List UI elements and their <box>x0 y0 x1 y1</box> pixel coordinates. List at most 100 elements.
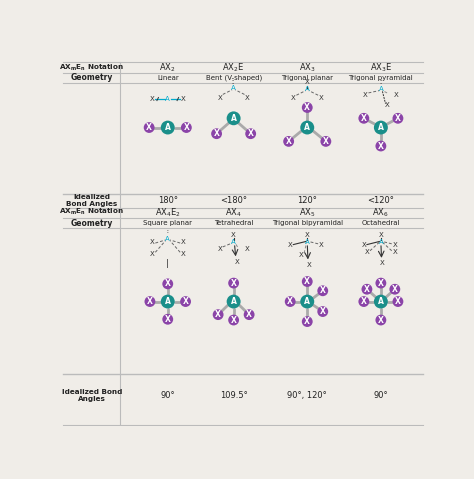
Text: X: X <box>394 92 399 98</box>
Circle shape <box>392 296 403 307</box>
Text: X: X <box>165 279 171 288</box>
Text: AX$_3$: AX$_3$ <box>299 61 316 74</box>
Text: X: X <box>248 129 254 138</box>
Circle shape <box>358 296 369 307</box>
Text: AX$_2$E: AX$_2$E <box>222 61 245 74</box>
Text: X: X <box>291 95 296 101</box>
Circle shape <box>302 316 313 327</box>
Text: A: A <box>305 86 310 92</box>
Text: AX$_3$E: AX$_3$E <box>370 61 392 74</box>
Text: <180°: <180° <box>220 196 247 205</box>
Text: X: X <box>150 96 155 102</box>
Text: Octahedral: Octahedral <box>362 220 400 226</box>
Text: X: X <box>378 279 384 287</box>
Text: AX$_5$: AX$_5$ <box>299 206 316 218</box>
Text: A: A <box>231 85 236 91</box>
Text: Geometry: Geometry <box>71 73 113 82</box>
Text: A: A <box>304 123 310 132</box>
Text: X: X <box>319 95 324 101</box>
Text: X: X <box>217 246 222 252</box>
Text: X: X <box>231 279 237 287</box>
Text: X: X <box>304 317 310 326</box>
Text: X: X <box>378 141 384 150</box>
Text: AX$_6$: AX$_6$ <box>373 206 389 218</box>
Circle shape <box>245 128 256 139</box>
Text: X: X <box>245 246 250 252</box>
Text: <120°: <120° <box>367 196 394 205</box>
Text: ∶: ∶ <box>232 78 234 87</box>
Text: X: X <box>217 94 222 101</box>
Text: ∶: ∶ <box>167 229 169 235</box>
Text: A: A <box>231 239 236 244</box>
Text: $\mathbf{AX_mE_n}$ Notation: $\mathbf{AX_mE_n}$ Notation <box>59 62 124 73</box>
Text: X: X <box>245 94 250 101</box>
Text: ∶: ∶ <box>379 78 381 87</box>
Circle shape <box>375 141 386 151</box>
Text: |: | <box>166 259 169 268</box>
Circle shape <box>211 128 222 139</box>
Text: A: A <box>379 239 383 244</box>
Text: X: X <box>379 232 383 239</box>
Text: X: X <box>231 316 237 325</box>
Circle shape <box>283 136 294 147</box>
Text: 180°: 180° <box>158 196 178 205</box>
Text: X: X <box>320 307 326 316</box>
Text: A: A <box>379 86 383 92</box>
Text: A: A <box>304 297 310 306</box>
Text: 90°, 120°: 90°, 120° <box>287 391 327 400</box>
Circle shape <box>302 276 313 287</box>
Text: X: X <box>231 232 236 239</box>
Text: X: X <box>364 285 370 294</box>
Text: X: X <box>214 129 219 138</box>
Text: X: X <box>320 286 326 295</box>
Circle shape <box>392 113 403 124</box>
Circle shape <box>228 278 239 288</box>
Text: X: X <box>288 241 292 248</box>
Text: X: X <box>147 297 153 306</box>
Circle shape <box>227 112 241 125</box>
Text: X: X <box>395 114 401 123</box>
Text: A: A <box>165 297 171 306</box>
Text: Trigonal planar: Trigonal planar <box>281 75 333 80</box>
Text: Square planar: Square planar <box>143 220 192 226</box>
Text: A: A <box>378 123 384 132</box>
Circle shape <box>181 122 192 133</box>
Text: X: X <box>305 232 310 239</box>
Text: A: A <box>231 297 237 306</box>
Circle shape <box>162 314 173 325</box>
Text: X: X <box>392 285 398 294</box>
Circle shape <box>317 306 328 317</box>
Text: AX$_4$E$_2$: AX$_4$E$_2$ <box>155 206 181 218</box>
Text: X: X <box>361 297 367 306</box>
Text: A: A <box>231 114 237 123</box>
Text: X: X <box>181 239 186 244</box>
Circle shape <box>374 295 388 308</box>
Circle shape <box>213 309 224 320</box>
Text: X: X <box>385 102 390 108</box>
Text: 109.5°: 109.5° <box>220 391 247 400</box>
Text: 90°: 90° <box>160 391 175 400</box>
Circle shape <box>285 296 296 307</box>
Text: Trigonal bipyramidal: Trigonal bipyramidal <box>272 220 343 226</box>
Text: 120°: 120° <box>297 196 317 205</box>
Circle shape <box>161 295 175 308</box>
Text: Idealized Bond
Angles: Idealized Bond Angles <box>62 389 122 402</box>
Text: $\mathbf{AX_mE_n}$ Notation: $\mathbf{AX_mE_n}$ Notation <box>59 207 124 217</box>
Circle shape <box>144 122 155 133</box>
Text: Tetrahedral: Tetrahedral <box>214 220 253 226</box>
Text: X: X <box>146 123 152 132</box>
Circle shape <box>302 102 313 113</box>
Circle shape <box>375 278 386 288</box>
Text: 90°: 90° <box>374 391 388 400</box>
Text: A: A <box>165 236 170 242</box>
Circle shape <box>375 315 386 325</box>
Text: X: X <box>305 79 310 85</box>
Text: X: X <box>304 277 310 286</box>
Text: X: X <box>323 137 329 146</box>
Text: X: X <box>319 241 324 248</box>
Text: X: X <box>392 241 397 248</box>
Circle shape <box>374 121 388 135</box>
Text: X: X <box>299 252 303 258</box>
Text: X: X <box>235 259 240 264</box>
Text: A: A <box>165 96 170 102</box>
